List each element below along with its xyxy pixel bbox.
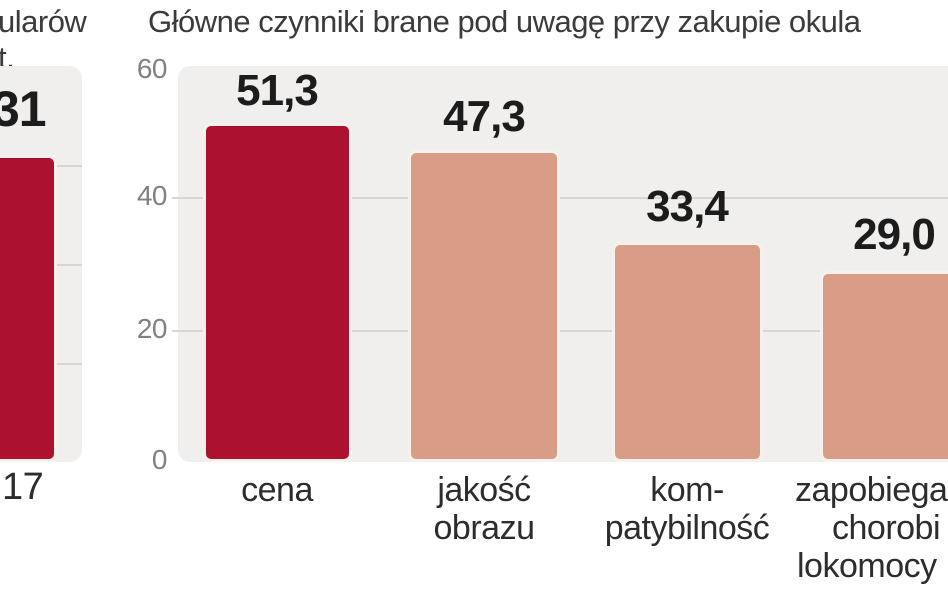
- bar-zapobieganie: [820, 271, 948, 462]
- category-zapobiega-line3: lokomocy: [797, 547, 937, 585]
- value-label-left-chart: 31: [0, 81, 47, 137]
- category-cena: cena: [241, 471, 313, 509]
- category-zapobiega-line1: zapobiega: [795, 471, 948, 509]
- value-label-zapobieganie: 29,0: [853, 210, 936, 259]
- bar-cena: [203, 123, 352, 462]
- y-axis-tick-40: 40: [136, 180, 168, 211]
- main-gridline-20: [172, 330, 948, 332]
- value-label-jakosc-obrazu: 47,3: [443, 92, 526, 141]
- y-axis-tick-20: 20: [136, 313, 168, 344]
- category-zapobiega-line2: chorobi: [832, 509, 941, 547]
- x-label-left-chart: 17: [2, 466, 44, 508]
- left-chart-title-fragment-1: ularów: [0, 4, 87, 39]
- main-chart-title: Główne czynniki brane pod uwagę przy zak…: [148, 4, 861, 39]
- category-kompat-line2: patybilność: [604, 509, 770, 547]
- main-gridline-40: [172, 197, 948, 199]
- value-label-cena: 51,3: [236, 66, 319, 115]
- category-kompat-line1: kom-: [650, 471, 724, 509]
- y-axis-tick-0: 0: [151, 444, 168, 475]
- bar-kompatybilnosc: [612, 242, 763, 462]
- bar-left-chart: [0, 155, 57, 462]
- left-chart-title-fragment-2: t.: [0, 40, 15, 75]
- value-label-kompatybilnosc: 33,4: [646, 182, 729, 231]
- bar-jakosc-obrazu: [408, 150, 560, 462]
- category-jakosc-line1: jakość: [437, 471, 531, 509]
- category-jakosc-line2: obrazu: [433, 509, 535, 547]
- y-axis-tick-60: 60: [136, 53, 168, 84]
